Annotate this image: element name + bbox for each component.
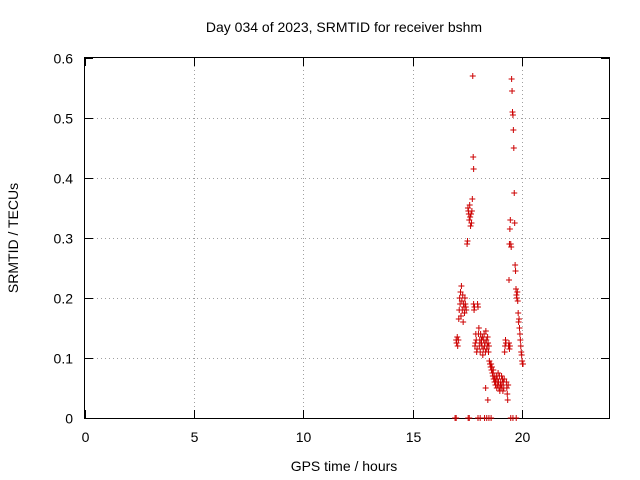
data-point [508,244,515,250]
data-point [472,340,479,346]
data-point [488,415,495,421]
data-point [518,352,525,358]
data-point [469,73,476,79]
data-point [515,310,522,316]
data-point [466,415,473,421]
data-point [506,343,513,349]
data-point [482,385,489,391]
data-point [509,112,516,118]
data-point [504,397,511,403]
data-point [468,211,475,217]
y-axis-label: SRMTID / TECUs [5,183,21,293]
data-point [506,340,513,346]
data-point [485,340,492,346]
data-points [452,73,526,421]
data-point [514,298,521,304]
plot-frame [84,57,610,419]
data-point [517,337,524,343]
data-point [470,166,477,172]
x-tick-label: 15 [406,429,422,445]
data-point [466,202,473,208]
y-tick-label: 0.1 [54,351,74,367]
data-point [484,334,491,340]
data-point [488,361,495,367]
data-point [501,349,508,355]
data-point [464,238,471,244]
x-tick-label: 20 [515,429,531,445]
data-point [512,286,519,292]
data-point [477,349,484,355]
data-point [454,334,461,340]
data-point [509,88,516,94]
data-point [475,325,482,331]
data-point [460,319,467,325]
data-point [470,154,477,160]
data-point [512,268,519,274]
data-point [453,415,460,421]
data-point [498,373,505,379]
data-point [458,283,465,289]
data-point [485,343,492,349]
data-point [506,226,513,232]
data-point [469,196,476,202]
data-point [467,214,474,220]
data-point [516,325,523,331]
data-point [517,343,524,349]
data-point [510,145,517,151]
data-point [513,295,520,301]
data-point [457,313,464,319]
data-point [490,367,497,373]
data-point [511,190,518,196]
data-point [488,364,495,370]
data-point [512,262,519,268]
data-point [507,217,514,223]
x-tick-label: 10 [296,429,312,445]
data-point [519,361,526,367]
y-tick-label: 0.6 [54,51,74,67]
data-point [495,370,502,376]
data-point [510,127,517,133]
y-tick-label: 0.2 [54,291,74,307]
data-point [505,382,512,388]
data-point [479,352,486,358]
data-point [514,289,521,295]
y-tick-label: 0.5 [54,111,74,127]
data-point [516,316,523,322]
data-point [463,307,470,313]
data-point [506,277,513,283]
data-point [508,76,515,82]
data-point [468,208,475,214]
data-point [461,295,468,301]
data-point [455,337,462,343]
data-point [454,343,461,349]
y-tick-label: 0 [65,411,73,427]
y-tick-label: 0.4 [54,171,74,187]
data-point [513,415,520,421]
chart-title: Day 034 of 2023, SRMTID for receiver bsh… [206,19,482,35]
data-point [503,385,510,391]
data-point [467,223,474,229]
data-point [475,304,481,310]
x-tick-label: 5 [191,429,199,445]
x-tick-label: 0 [82,429,90,445]
y-tick-label: 0.3 [54,231,74,247]
axis-ticks: 0 0.1 0.2 0.3 0.4 0.5 0.6 0 5 10 15 20 [54,51,609,445]
data-point [484,397,491,403]
x-axis-label: GPS time / hours [291,458,398,474]
data-point [485,349,492,355]
data-point [482,328,489,334]
data-point [504,391,511,397]
data-point [499,388,506,394]
data-point [468,220,475,226]
data-point [516,331,523,337]
data-point [511,220,518,226]
